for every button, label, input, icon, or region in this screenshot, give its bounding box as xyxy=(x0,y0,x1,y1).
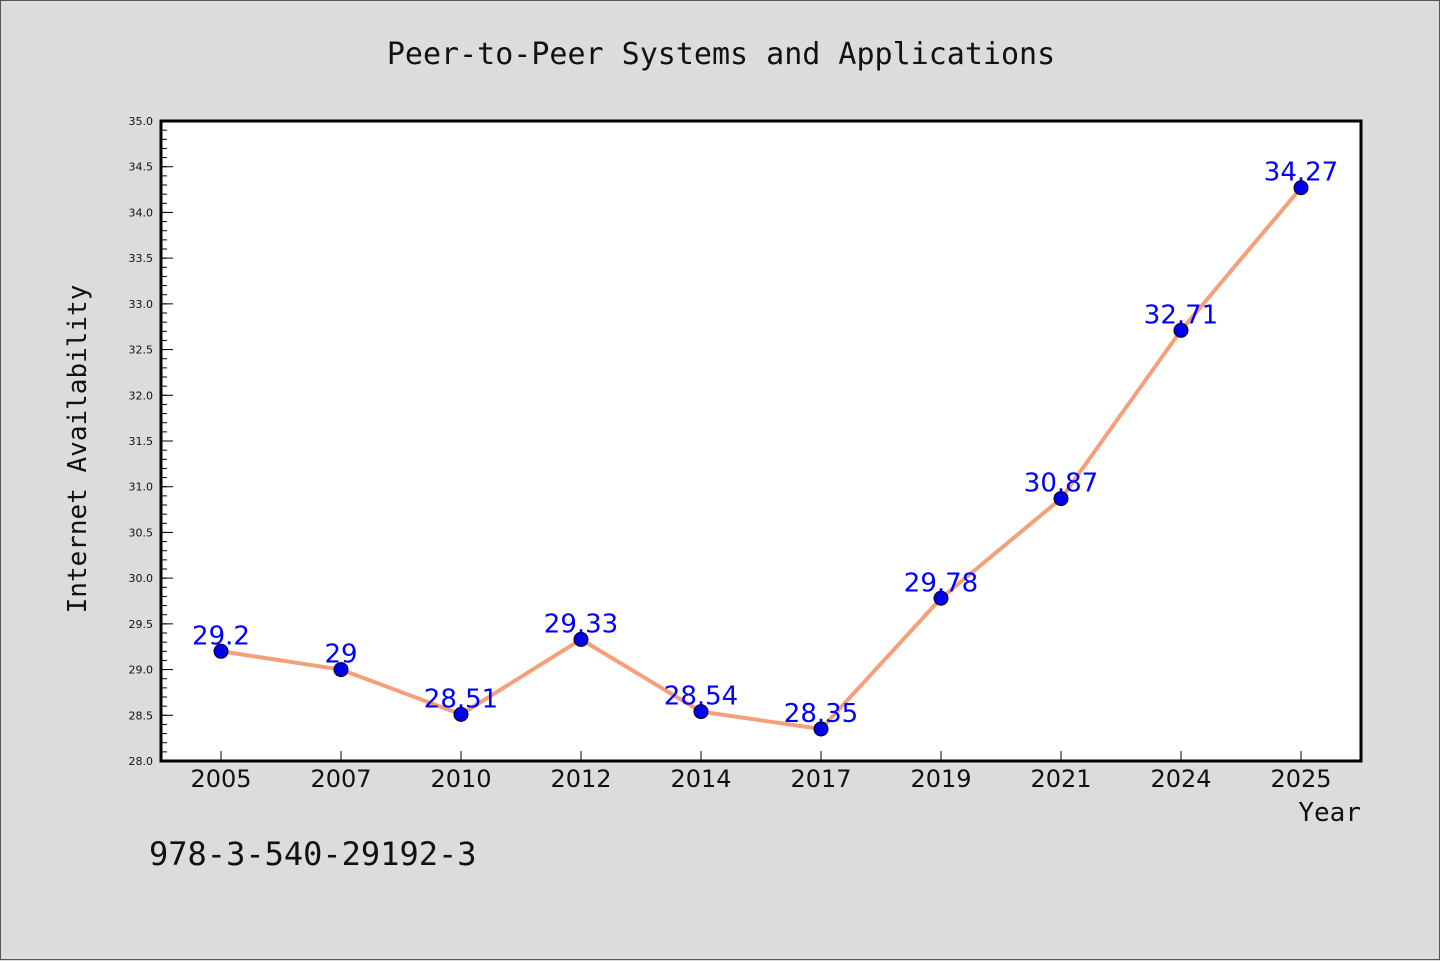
data-point xyxy=(213,643,229,659)
y-axis-label: Internet Availability xyxy=(63,285,93,614)
data-label: 29 xyxy=(324,640,357,670)
y-tick-label: 32.0 xyxy=(129,389,154,402)
series-line xyxy=(220,186,1303,731)
data-label: 34.27 xyxy=(1264,158,1338,188)
data-label: 28.51 xyxy=(424,684,498,714)
data-point xyxy=(1293,180,1309,196)
data-point xyxy=(933,590,949,606)
y-tick-label: 35.0 xyxy=(129,115,154,128)
x-tick-label: 2025 xyxy=(1270,765,1331,793)
x-tick-label: 2010 xyxy=(430,765,491,793)
y-tick-label: 29.0 xyxy=(129,664,154,677)
x-tick-label: 2017 xyxy=(790,765,851,793)
data-point xyxy=(333,662,349,678)
y-tick-label: 30.0 xyxy=(129,572,154,585)
y-tick-label: 33.5 xyxy=(129,252,154,265)
y-axis: 28.0 28.5 29.0 29.5 30.0 30.5 31.0 31.5 32.0 32.5… xyxy=(129,115,173,768)
y-tick-label: 31.0 xyxy=(129,481,154,494)
footnote-isbn: 978-3-540-29192-3 xyxy=(149,835,477,873)
y-tick-label: 33.0 xyxy=(129,298,154,311)
data-point xyxy=(1053,491,1069,507)
data-point xyxy=(573,631,589,647)
x-tick-label: 2021 xyxy=(1030,765,1091,793)
data-label: 28.35 xyxy=(784,699,858,729)
data-point xyxy=(1173,322,1189,338)
y-tick-label: 28.5 xyxy=(129,709,154,722)
y-tick-label: 32.5 xyxy=(129,344,154,357)
chart-title: Peer-to-Peer Systems and Applications xyxy=(387,37,1055,72)
data-label: 30.87 xyxy=(1024,469,1098,499)
data-label: 32.71 xyxy=(1144,300,1218,330)
plot-area xyxy=(159,119,1363,763)
data-point xyxy=(813,721,829,737)
data-point xyxy=(453,706,469,722)
x-axis-label: Year xyxy=(1298,798,1361,828)
x-tick-label: 2019 xyxy=(910,765,971,793)
x-tick-label: 2005 xyxy=(190,765,251,793)
data-label: 29.2 xyxy=(192,621,250,651)
x-tick-label: 2024 xyxy=(1150,765,1211,793)
x-axis: 2005 2007 2010 2012 2014 2017 2019 2021 2024 2025 xyxy=(190,751,1332,793)
x-tick-label: 2007 xyxy=(310,765,371,793)
y-tick-label: 31.5 xyxy=(129,435,154,448)
y-tick-label: 34.0 xyxy=(129,206,154,219)
data-label-layer: 29.2 29 28.51 29.33 28.54 28.35 29.78 30.87 32.7… xyxy=(192,158,1338,729)
data-label: 28.54 xyxy=(664,682,738,712)
x-tick-label: 2012 xyxy=(550,765,611,793)
x-tick-label: 2014 xyxy=(670,765,731,793)
y-tick-label: 34.5 xyxy=(129,161,154,174)
y-tick-label: 29.5 xyxy=(129,618,154,631)
series-layer xyxy=(213,180,1309,737)
y-tick-label: 30.5 xyxy=(129,526,154,539)
data-point xyxy=(693,704,709,720)
data-label: 29.78 xyxy=(904,568,978,598)
y-tick-label: 28.0 xyxy=(129,755,154,768)
data-label: 29.33 xyxy=(544,609,618,639)
